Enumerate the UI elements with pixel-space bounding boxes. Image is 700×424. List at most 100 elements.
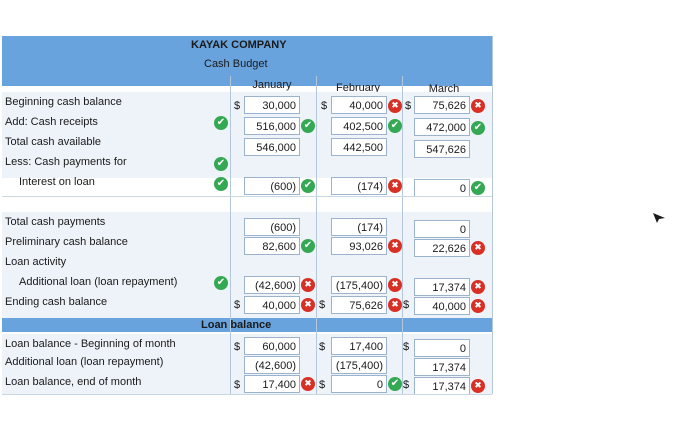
cell-value: 30,000 [262,100,296,112]
input-loan-end-jan[interactable]: 17,400 [244,375,300,393]
x-icon: ✖ [301,278,315,292]
input-total-available-jan[interactable]: 546,000 [244,138,300,156]
check-icon: ✔ [214,157,228,171]
row-label-beginning-cash: Beginning cash balance [5,96,122,108]
cell-value: 546,000 [256,142,296,154]
currency-sign: $ [234,341,241,353]
column-divider [402,76,403,394]
check-icon: ✔ [471,181,485,195]
row-label-ending-cash: Ending cash balance [5,296,108,308]
cell-value: 402,500 [343,121,383,133]
cell-value: 40,000 [432,301,466,313]
check-icon: ✔ [301,119,315,133]
cell-value: (175,400) [335,280,383,292]
input-beginning-cash-feb[interactable]: 40,000 [331,96,387,114]
currency-sign: $ [403,299,410,311]
input-total-available-mar[interactable]: 547,626 [414,140,470,158]
check-icon: ✔ [388,119,402,133]
month-header-january: January [252,79,292,91]
input-ending-cash-jan[interactable]: 40,000 [244,296,300,314]
x-icon: ✖ [471,241,485,255]
input-loan-begin-jan[interactable]: 60,000 [244,337,300,355]
row-divider [2,196,492,197]
x-icon: ✖ [471,99,485,113]
input-loan-begin-feb[interactable]: 17,400 [331,337,387,355]
cell-value: 60,000 [262,341,296,353]
input-total-available-feb[interactable]: 442,500 [331,138,387,156]
cell-value: (600) [270,222,296,234]
input-ending-cash-feb[interactable]: 75,626 [331,296,387,314]
cell-value: 0 [459,183,466,195]
x-icon: ✖ [471,379,485,393]
mouse-cursor-icon [653,213,665,223]
cell-value: 40,000 [349,100,383,112]
x-icon: ✖ [471,280,485,294]
cell-value: 17,400 [349,341,383,353]
x-icon: ✖ [388,239,402,253]
cell-value: 516,000 [256,121,296,133]
cell-value: 17,374 [432,381,466,393]
month-header-february: February [335,82,381,94]
row-label-total-available: Total cash available [5,136,102,148]
input-interest-jan[interactable]: (600) [244,177,300,195]
input-total-payments-feb[interactable]: (174) [331,218,387,236]
input-total-payments-jan[interactable]: (600) [244,218,300,236]
input-additional-loan-mar[interactable]: 17,374 [414,278,470,296]
input-loan-end-feb[interactable]: 0 [331,375,387,393]
input-cash-receipts-feb[interactable]: 402,500 [331,117,387,135]
cell-value: 0 [459,224,466,236]
input-preliminary-jan[interactable]: 82,600 [244,237,300,255]
x-icon: ✖ [301,298,315,312]
check-icon: ✔ [388,377,402,391]
row-label-payments-for: Less: Cash payments for [5,156,127,168]
input-interest-mar[interactable]: 0 [414,179,470,197]
currency-sign: $ [405,100,412,112]
input-additional-loan-jan[interactable]: (42,600) [244,276,300,294]
x-icon: ✖ [471,299,485,313]
row-label-loan-begin: Loan balance - Beginning of month [5,338,176,350]
input-beginning-cash-jan[interactable]: 30,000 [244,96,300,114]
row-label-total-payments: Total cash payments [5,216,106,228]
currency-sign: $ [319,341,326,353]
input-cash-receipts-jan[interactable]: 516,000 [244,117,300,135]
input-total-payments-mar[interactable]: 0 [414,220,470,238]
x-icon: ✖ [388,99,402,113]
check-icon: ✔ [471,121,485,135]
row-label-cash-receipts: Add: Cash receipts [5,116,98,128]
x-icon: ✖ [388,179,402,193]
input-preliminary-mar[interactable]: 22,626 [414,239,470,257]
input-loan-begin-mar[interactable]: 0 [414,339,470,357]
input-ending-cash-mar[interactable]: 40,000 [414,297,470,315]
currency-sign: $ [403,341,410,353]
input-additional-loan-feb[interactable]: (175,400) [331,276,387,294]
cell-value: 17,374 [432,282,466,294]
loan-balance-band [2,318,493,332]
company-title: KAYAK COMPANY [191,39,287,51]
input-cash-receipts-mar[interactable]: 472,000 [414,118,470,136]
input-interest-feb[interactable]: (174) [331,177,387,195]
x-icon: ✖ [301,377,315,391]
column-divider [492,36,493,394]
input-loan-additional-mar[interactable]: 17,374 [414,358,470,376]
x-icon: ✖ [388,298,402,312]
row-label-loan-end: Loan balance, end of month [5,376,142,388]
cell-value: (42,600) [255,280,296,292]
check-icon: ✔ [214,177,228,191]
cell-value: 75,626 [432,100,466,112]
input-loan-additional-jan[interactable]: (42,600) [244,356,300,374]
input-loan-additional-feb[interactable]: (175,400) [331,356,387,374]
budget-subtitle: Cash Budget [204,58,268,70]
cell-value: 472,000 [426,122,466,134]
cell-value: 40,000 [262,300,296,312]
input-preliminary-feb[interactable]: 93,026 [331,237,387,255]
cell-value: 75,626 [349,300,383,312]
input-beginning-cash-mar[interactable]: 75,626 [414,96,470,114]
loan-balance-title: Loan balance [201,319,272,331]
cell-value: 547,626 [426,144,466,156]
cell-value: 22,626 [432,243,466,255]
cell-value: 17,400 [262,379,296,391]
input-loan-end-mar[interactable]: 17,374 [414,377,470,395]
check-icon: ✔ [301,239,315,253]
cell-value: 17,374 [432,362,466,374]
cell-value: 93,026 [349,241,383,253]
